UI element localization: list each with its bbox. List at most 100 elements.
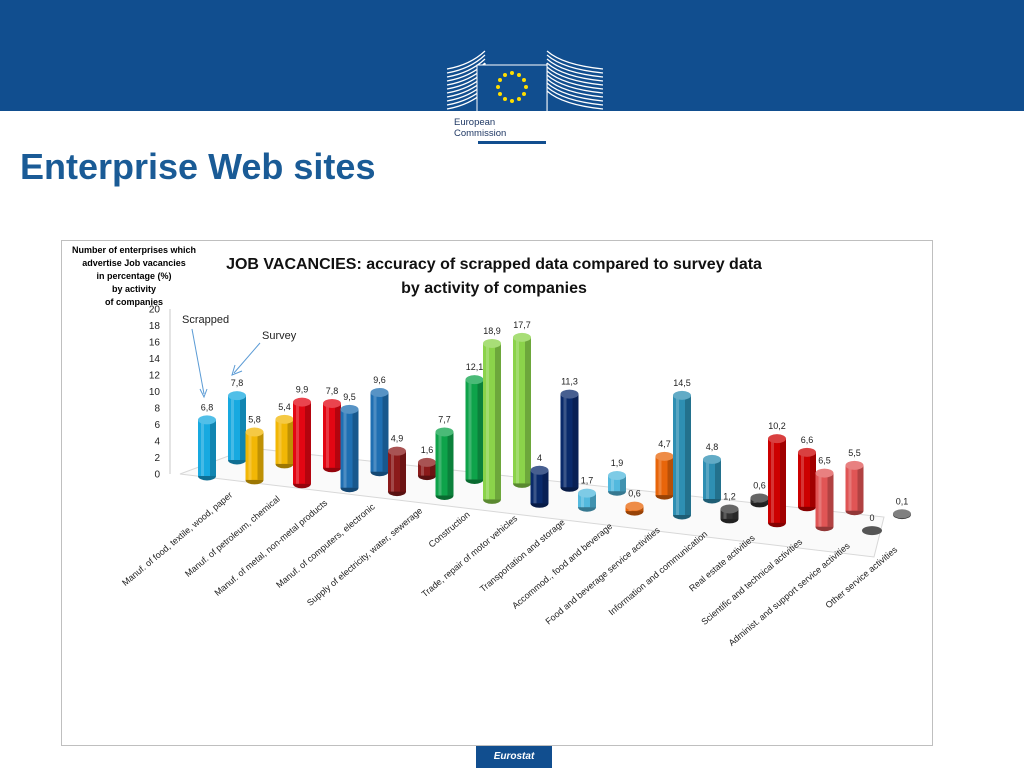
bar-highlight bbox=[563, 394, 567, 488]
value-label-scrapped: 5,8 bbox=[248, 415, 261, 425]
bar-highlight bbox=[771, 438, 774, 523]
bar bbox=[720, 504, 739, 524]
bar-highlight bbox=[801, 452, 804, 507]
bar-top bbox=[388, 446, 406, 456]
bar-top bbox=[465, 375, 484, 385]
x-category-label: Manuf. of food, textile, wood, paper bbox=[120, 490, 234, 588]
y-tick-label: 8 bbox=[154, 404, 160, 415]
bar-body bbox=[720, 509, 739, 519]
x-category-label: Food and beverage service activities bbox=[543, 525, 662, 627]
bar-top bbox=[513, 332, 531, 342]
value-label-scrapped: 1,7 bbox=[581, 476, 594, 486]
bar-highlight bbox=[296, 402, 299, 484]
bar-highlight bbox=[516, 337, 519, 484]
bar-highlight bbox=[848, 465, 852, 511]
annotation-survey: Survey bbox=[262, 330, 297, 342]
bar bbox=[625, 501, 644, 516]
footer-badge: Eurostat bbox=[476, 746, 552, 768]
bar-top bbox=[418, 457, 436, 467]
value-label-scrapped: 6,8 bbox=[201, 402, 214, 412]
bar-top bbox=[673, 390, 691, 400]
value-label-scrapped: 14,5 bbox=[673, 378, 691, 388]
x-category-label: Transportation and storage bbox=[478, 517, 567, 594]
bar-highlight bbox=[201, 419, 204, 476]
bar-top bbox=[228, 391, 246, 401]
value-label-survey: 0,1 bbox=[896, 496, 909, 506]
y-tick-label: 14 bbox=[149, 354, 161, 365]
y-axis-title-line: of companies bbox=[105, 297, 163, 307]
bar-shade bbox=[210, 419, 216, 476]
bar-top bbox=[768, 434, 786, 444]
bar bbox=[245, 427, 264, 485]
bar-top bbox=[625, 501, 644, 511]
y-axis-title-line: by activity bbox=[112, 284, 156, 294]
chart-title-line-1: JOB VACANCIES: accuracy of scrapped data… bbox=[226, 256, 762, 273]
bar-top bbox=[245, 427, 264, 437]
x-category-label: Manuf. of metal, non-metal products bbox=[212, 497, 329, 598]
bar-top bbox=[530, 465, 549, 475]
y-axis-title-line: advertise Job vacancies bbox=[82, 258, 186, 268]
bar-top bbox=[340, 404, 359, 414]
bar bbox=[530, 465, 549, 508]
bar-top bbox=[435, 427, 454, 437]
value-label-survey: 6,6 bbox=[801, 435, 814, 445]
eu-stars-icon bbox=[496, 71, 528, 103]
bar bbox=[275, 414, 294, 469]
bar-shade bbox=[400, 451, 406, 492]
bar-highlight bbox=[343, 409, 347, 488]
value-label-survey: 9,6 bbox=[373, 375, 386, 385]
bar bbox=[655, 451, 674, 500]
y-axis-title-line: Number of enterprises which bbox=[72, 245, 196, 255]
annotation-arrowhead bbox=[231, 364, 243, 376]
job-vacancies-chart: Number of enterprises which advertise Jo… bbox=[72, 245, 911, 648]
bar-top bbox=[275, 414, 294, 424]
bar bbox=[560, 389, 579, 492]
bar-shade bbox=[382, 392, 389, 472]
bar bbox=[293, 397, 311, 489]
bar bbox=[418, 457, 436, 481]
bar-top bbox=[370, 388, 389, 397]
bar-shade bbox=[335, 403, 341, 468]
value-label-survey: 12,1 bbox=[466, 362, 484, 372]
bar-shade bbox=[430, 462, 436, 476]
bar bbox=[608, 471, 626, 496]
bar-shade bbox=[352, 409, 359, 488]
bar-shade bbox=[857, 465, 864, 511]
bar bbox=[578, 488, 596, 512]
value-label-scrapped: 9,9 bbox=[296, 385, 309, 395]
value-label-scrapped: 4,9 bbox=[391, 434, 404, 444]
logo-building-icon bbox=[446, 50, 604, 113]
x-category-label: Manuf. of petroleum, chemical bbox=[183, 494, 282, 579]
annotation-arrow-scrapped bbox=[191, 328, 205, 395]
bar-top bbox=[815, 468, 834, 478]
y-tick-label: 18 bbox=[149, 321, 161, 332]
chart-title-line-2: by activity of companies bbox=[401, 280, 587, 297]
bar-top bbox=[655, 451, 674, 461]
bar bbox=[388, 446, 406, 497]
annotation-arrowhead bbox=[199, 388, 208, 399]
y-tick-label: 12 bbox=[149, 371, 161, 382]
bar-shade bbox=[590, 493, 596, 508]
bar-shade bbox=[542, 470, 549, 504]
bar-shade bbox=[667, 456, 674, 496]
y-tick-label: 2 bbox=[154, 453, 160, 464]
bar-top bbox=[798, 447, 816, 457]
value-label-scrapped: 0,6 bbox=[628, 489, 641, 499]
annotation-layer: Scrapped Survey bbox=[182, 314, 297, 399]
bar-shade bbox=[305, 402, 311, 484]
value-label-scrapped: 0 bbox=[869, 513, 874, 523]
y-tick-label: 0 bbox=[154, 470, 160, 481]
bar bbox=[370, 388, 389, 477]
bar-highlight bbox=[373, 392, 377, 472]
bar-highlight bbox=[533, 470, 537, 504]
bar-highlight bbox=[658, 456, 662, 496]
bar-highlight bbox=[438, 431, 442, 496]
value-label-survey: 11,3 bbox=[561, 377, 578, 387]
y-tick-label: 4 bbox=[154, 437, 160, 448]
y-axis-title: Number of enterprises which advertise Jo… bbox=[72, 245, 196, 307]
bar-highlight bbox=[486, 343, 489, 500]
logo-text: European Commission bbox=[454, 117, 506, 139]
bar-top bbox=[578, 488, 596, 498]
y-tick-label: 16 bbox=[149, 338, 161, 349]
value-label-scrapped: 1,2 bbox=[723, 492, 736, 502]
